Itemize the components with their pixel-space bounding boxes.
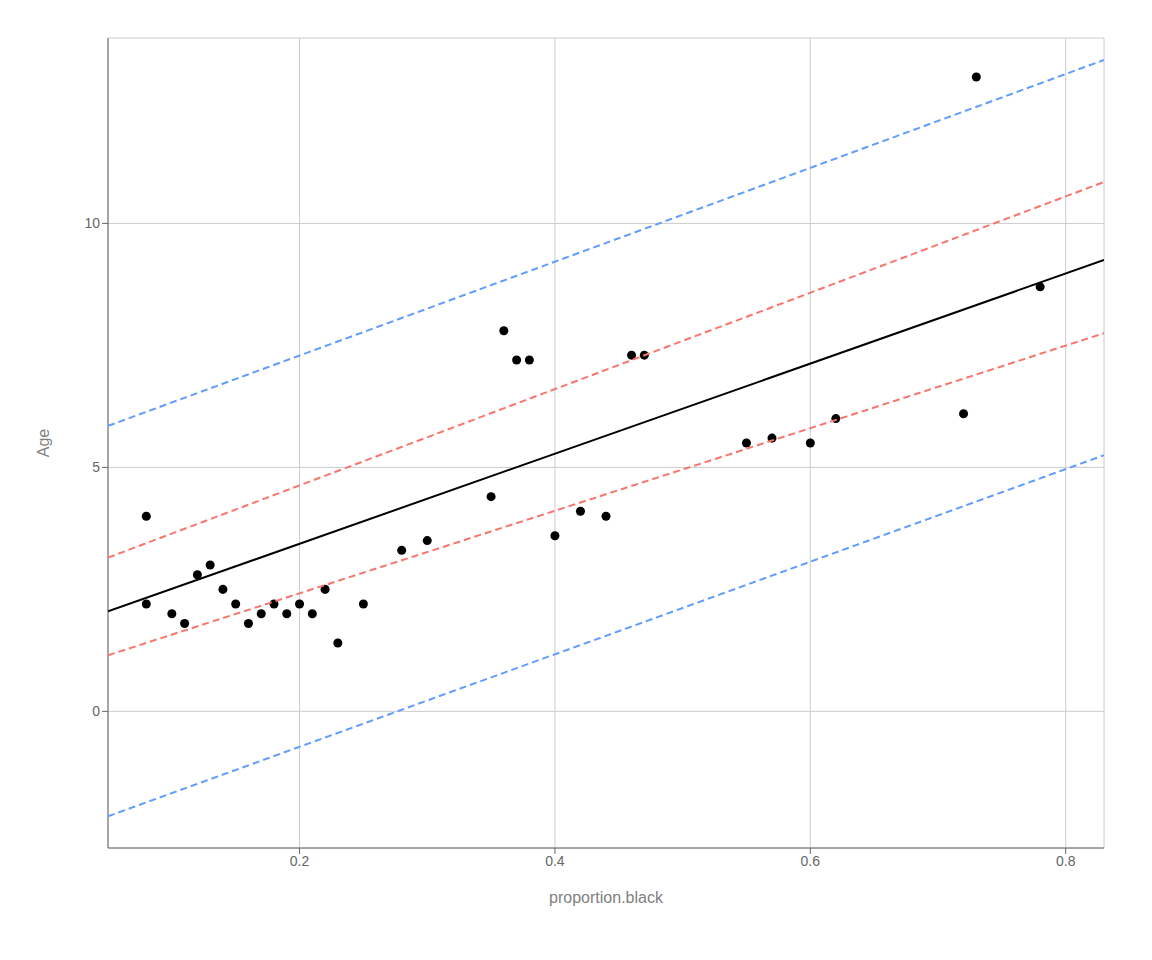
svg-text:Age: Age — [35, 429, 52, 458]
svg-text:0.8: 0.8 — [1056, 853, 1076, 869]
svg-text:0.6: 0.6 — [801, 853, 821, 869]
svg-text:10: 10 — [84, 215, 100, 231]
svg-text:5: 5 — [92, 459, 100, 475]
svg-text:0: 0 — [92, 703, 100, 719]
svg-text:0.4: 0.4 — [545, 853, 565, 869]
svg-text:proportion.black: proportion.black — [549, 889, 664, 906]
svg-text:0.2: 0.2 — [290, 853, 310, 869]
